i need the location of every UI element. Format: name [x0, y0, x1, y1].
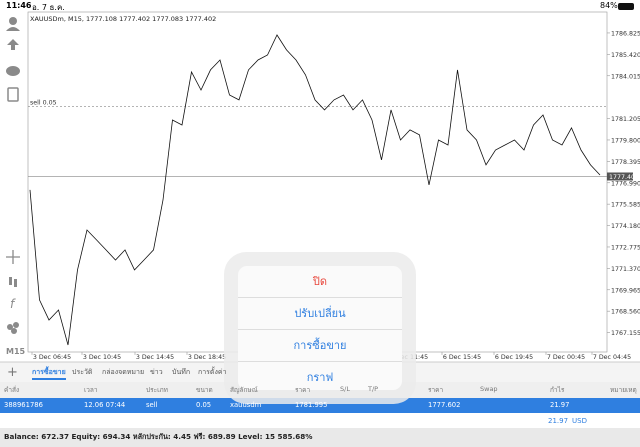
column-header: ประเภท: [146, 386, 168, 394]
y-tick-label: 1775.585: [611, 202, 640, 209]
y-tick-label: 1781.205: [611, 116, 640, 123]
timeframe: M15: [6, 347, 26, 356]
x-tick-label: 7 Dec 04:45: [593, 354, 631, 361]
cell: 21.97: [550, 401, 570, 409]
column-header: เวลา: [84, 386, 98, 394]
x-tick-label: 3 Dec 06:45: [33, 354, 71, 361]
x-tick-label: 3 Dec 14:45: [136, 354, 174, 361]
column-header: S/L: [340, 385, 350, 393]
balance-bar: [0, 428, 640, 447]
x-tick-label: 7 Dec 00:45: [547, 354, 585, 361]
cell: xauusdm: [230, 401, 262, 409]
tab[interactable]: การซื้อขาย: [32, 367, 66, 380]
price-tag-label: 1777.402: [609, 174, 639, 181]
column-header: Swap: [480, 385, 498, 393]
column-header: ราคา: [295, 386, 311, 394]
y-tick-label: 1771.370: [611, 266, 640, 273]
y-tick-label: 1774.180: [611, 223, 640, 230]
y-tick-label: 1768.560: [611, 309, 640, 316]
status-time: 11:46: [6, 1, 32, 10]
price-line-series: [29, 34, 601, 346]
column-header: สัญลักษณ์: [230, 386, 258, 394]
order-line-label: sell 0.05: [30, 100, 57, 107]
add-button: +: [7, 365, 18, 380]
x-tick-label: Dec 11:45: [396, 354, 428, 361]
y-tick-label: 1778.395: [611, 159, 640, 166]
svg-text:f: f: [10, 297, 16, 311]
cell: 0.05: [196, 401, 212, 409]
y-tick-label: 1772.775: [611, 244, 640, 251]
column-header: กำไร: [550, 386, 565, 394]
x-tick-label: 3 Dec 18:45: [188, 354, 226, 361]
column-header: T/P: [368, 385, 379, 393]
currency: USD: [572, 417, 587, 425]
y-tick-label: 1785.420: [611, 52, 640, 59]
menu-item[interactable]: การซื้อขาย: [238, 330, 402, 362]
tab[interactable]: การตั้งค่า: [198, 368, 227, 376]
menu-item[interactable]: กราฟ: [238, 362, 402, 390]
cell: 388961786: [4, 401, 43, 409]
x-tick-label: 3 Dec 10:45: [83, 354, 121, 361]
header-row: [0, 382, 640, 398]
x-tick-label: 6 Dec 15:45: [443, 354, 481, 361]
column-header: หมายเหตุ: [610, 386, 637, 394]
cell: 12.06 07:44: [84, 401, 126, 409]
tab[interactable]: ข่าว: [150, 368, 163, 376]
y-tick-label: 1784.015: [611, 73, 640, 80]
y-tick-label: 1779.800: [611, 137, 640, 144]
y-tick-label: 1769.965: [611, 287, 640, 294]
cell: sell: [146, 401, 158, 409]
status-battery: 84%: [600, 1, 618, 10]
column-header: ขนาด: [196, 386, 213, 394]
y-tick-label: 1776.990: [611, 180, 640, 187]
x-tick-label: 6 Dec 19:45: [495, 354, 533, 361]
menu-item[interactable]: ปิด: [238, 266, 402, 298]
toolbar-icons: f: [6, 17, 20, 334]
selected-row: [0, 398, 640, 413]
chart-title: XAUUSDm, M15, 1777.108 1777.402 1777.083…: [30, 15, 216, 23]
status-date: อ. 7 ธ.ค.: [32, 3, 65, 12]
cell: 1781.995: [295, 401, 328, 409]
balance: Balance: 672.37 Equity: 694.34 หลักประกั…: [4, 432, 313, 441]
price-tag: [607, 172, 633, 181]
popup-menu: ปิด ปรับเปลี่ยน การซื้อขาย กราฟ: [238, 266, 402, 390]
total: 21.97: [548, 417, 569, 425]
menu-item[interactable]: ปรับเปลี่ยน: [238, 298, 402, 330]
column-header: คำสั่ง: [4, 386, 20, 394]
tab[interactable]: กล่องจดหมาย: [102, 368, 145, 376]
tab[interactable]: ประวัติ: [72, 368, 93, 376]
battery-icon: [618, 3, 634, 10]
cell: 1777.602: [428, 401, 461, 409]
y-tick-label: 1767.155: [611, 330, 640, 337]
column-header: ราคา: [428, 386, 444, 394]
y-tick-label: 1786.825: [611, 30, 640, 37]
tab[interactable]: บันทึก: [172, 368, 191, 376]
